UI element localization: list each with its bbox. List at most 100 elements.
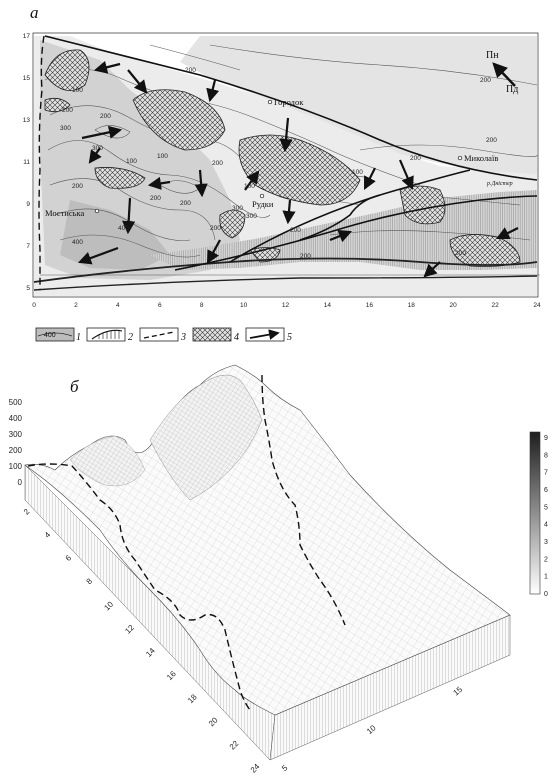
contour-value-labels: 200 200 200 100 200 300 100 200 400 300 … bbox=[60, 67, 497, 260]
panel-b-label: б bbox=[70, 377, 79, 396]
contour-label: 300 bbox=[60, 125, 71, 132]
place-rudky: Рудки bbox=[252, 193, 274, 209]
contour-label: 100 bbox=[352, 169, 363, 176]
surface-y-tick-label: 22 bbox=[228, 738, 241, 751]
colorbar-tick-label: 8 bbox=[544, 452, 548, 459]
surface-y-tick-label: 12 bbox=[123, 623, 136, 636]
map-y-tick-label: 9 bbox=[26, 201, 30, 208]
z-tick-label: 400 bbox=[9, 414, 23, 423]
contour-label: 200 bbox=[486, 137, 497, 144]
z-tick-label: 200 bbox=[9, 446, 23, 455]
surface-y-tick-label: 6 bbox=[64, 553, 74, 563]
map-x-tick-label: 6 bbox=[158, 302, 162, 309]
surface-ridge bbox=[149, 374, 263, 501]
contour-shaded-swatch bbox=[35, 327, 75, 342]
z-tick-label: 100 bbox=[9, 462, 23, 471]
map-x-tick-label: 14 bbox=[324, 302, 332, 309]
legend-item-4: 4 bbox=[192, 327, 239, 343]
map-y-tick-label: 15 bbox=[23, 75, 31, 82]
place-gorodok: Городок bbox=[267, 97, 304, 107]
surface-mesh bbox=[24, 364, 511, 716]
place-label-gorodok: Городок bbox=[274, 97, 304, 107]
contour-label: 200 bbox=[290, 227, 301, 234]
map-y-tick-label: 17 bbox=[23, 33, 31, 40]
panel-a-map: а bbox=[23, 3, 541, 343]
crosshatch-area-swatch bbox=[192, 327, 232, 342]
colorbar-tick-label: 6 bbox=[544, 487, 548, 494]
map-x-tick-label: 2 bbox=[74, 302, 78, 309]
contour-label: 100 bbox=[157, 153, 168, 160]
place-label-mostyska: Мостиська bbox=[45, 208, 84, 218]
map-x-tick-label: 12 bbox=[282, 302, 290, 309]
contour-label: 100 bbox=[126, 158, 137, 165]
legend-item-5: 5 bbox=[245, 327, 292, 343]
surface-y-tick-label: 14 bbox=[144, 646, 157, 659]
contour-label: 400 bbox=[72, 239, 83, 246]
place-mykolaiv: Миколаїв bbox=[457, 153, 498, 163]
legend-number: 3 bbox=[180, 332, 186, 343]
flow-arrows bbox=[77, 60, 519, 278]
surface-y-tick-label: 18 bbox=[186, 692, 199, 705]
contour-label: 100 bbox=[244, 183, 255, 190]
map-y-tick-label: 7 bbox=[26, 243, 30, 250]
surface-y-tick-label: 8 bbox=[85, 576, 95, 586]
escarpment-hatch-swatch bbox=[91, 329, 123, 340]
river-label: р.Дністер bbox=[486, 181, 513, 187]
northeast-plain bbox=[180, 36, 537, 174]
colorbar-tick-label: 3 bbox=[544, 539, 548, 546]
contour-label: 100 bbox=[72, 87, 83, 94]
contour-label: 200 bbox=[100, 113, 111, 120]
map-y-tick-label: 5 bbox=[26, 285, 30, 292]
map-x-tick-label: 18 bbox=[408, 302, 416, 309]
colorbar-tick-label: 2 bbox=[544, 556, 548, 563]
legend-item-1: 400 1 bbox=[35, 327, 81, 343]
place-mostyska: Мостиська bbox=[45, 208, 100, 218]
surface-ridge-west bbox=[69, 435, 146, 487]
map-x-tick-label: 0 bbox=[32, 302, 36, 309]
legend-item-3: 3 bbox=[139, 327, 186, 343]
compass-south: Пд bbox=[506, 84, 518, 95]
flow-arrow-swatch bbox=[249, 329, 280, 340]
surface-x-tick-label: 5 bbox=[280, 763, 290, 773]
map-x-ticks: 0 2 4 6 8 10 12 14 16 18 20 22 24 bbox=[32, 302, 541, 309]
legend-number: 1 bbox=[76, 332, 81, 343]
surface-y-tick-label: 2 bbox=[22, 507, 32, 517]
map-x-tick-label: 16 bbox=[366, 302, 374, 309]
map-y-tick-label: 11 bbox=[23, 159, 30, 166]
place-label-rudky: Рудки bbox=[252, 199, 274, 209]
contour-label: 200 bbox=[480, 77, 491, 84]
map-legend: 400 1 2 3 4 5 bbox=[35, 327, 292, 343]
map-y-ticks: 17 15 13 11 9 7 5 bbox=[23, 33, 31, 292]
contour-label: 200 bbox=[150, 195, 161, 202]
escarpment-hatching bbox=[33, 257, 540, 291]
compass-north: Пн bbox=[486, 50, 499, 61]
contour-label: 200 bbox=[212, 160, 223, 167]
crosshatch-areas bbox=[44, 49, 521, 267]
north-arrow: Пн Пд bbox=[486, 50, 518, 95]
colorbar-tick-label: 1 bbox=[544, 574, 548, 581]
contour-label: 400 bbox=[118, 225, 129, 232]
panel-a-label: а bbox=[30, 3, 39, 22]
contour-label: 200 bbox=[180, 200, 191, 207]
contour-label: 200 bbox=[185, 67, 196, 74]
contour-label: 300 bbox=[92, 145, 103, 152]
surface-y-tick-label: 4 bbox=[43, 530, 53, 540]
surface-x-tick-label: 10 bbox=[365, 723, 378, 736]
contour-label: 300 bbox=[232, 205, 243, 212]
surface-dashed-boundary-east bbox=[261, 374, 346, 626]
legend-value: 400 bbox=[44, 332, 56, 339]
colorbar-tick-label: 0 bbox=[544, 591, 548, 598]
colorbar-tick-label: 4 bbox=[544, 522, 548, 529]
legend-number: 4 bbox=[234, 332, 239, 343]
place-label-mykolaiv: Миколаїв bbox=[464, 153, 498, 163]
contour-label: 200 bbox=[300, 253, 311, 260]
contour-label: 200 bbox=[62, 107, 73, 114]
dashed-boundary-swatch bbox=[143, 331, 175, 339]
contour-label: 300 bbox=[246, 213, 257, 220]
map-x-tick-label: 24 bbox=[533, 302, 541, 309]
surface-y-tick-label: 10 bbox=[102, 599, 115, 612]
contour-label: 200 bbox=[455, 250, 466, 257]
colorbar bbox=[529, 431, 541, 595]
surface-z-axis: 500 400 300 200 100 0 bbox=[9, 398, 23, 487]
